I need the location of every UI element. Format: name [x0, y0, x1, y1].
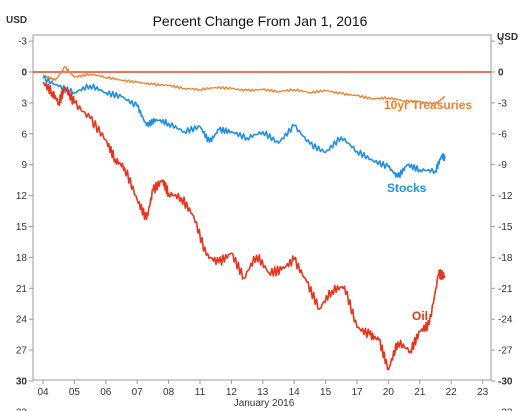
x-tick-label: 20 — [383, 387, 395, 398]
x-tick-label: 06 — [100, 387, 112, 398]
right-tick-label: -12 — [498, 191, 513, 202]
right-tick-label: -6 — [498, 129, 507, 140]
x-tick-label: 23 — [477, 387, 489, 398]
series-label-10yr-treasuries: 10yr Treasuries — [384, 98, 472, 112]
right-tick-label: -15 — [498, 222, 513, 233]
left-tick-label: 24 — [16, 315, 28, 326]
left-tick-label: 18 — [16, 253, 28, 264]
right-tick-label: -33 — [498, 407, 513, 411]
left-tick-label: 21 — [16, 284, 28, 295]
x-tick-label: 04 — [37, 387, 49, 398]
right-tick-label: 3 — [498, 37, 504, 48]
left-y-axis: -3 0 3 6 9 12 15 18 21 24 27 30 33 — [16, 37, 33, 411]
left-tick-label: 0 — [21, 68, 27, 79]
x-tick-label: 08 — [163, 387, 175, 398]
chart-title: Percent Change From Jan 1, 2016 — [153, 13, 368, 29]
left-tick-label: 30 — [16, 377, 28, 388]
series-labels: 10yr Treasuries Stocks Oil — [384, 98, 472, 323]
x-tick-label: 17 — [351, 387, 363, 398]
right-tick-label: -9 — [498, 160, 507, 171]
left-tick-label: 15 — [16, 222, 28, 233]
left-tick-label: 6 — [21, 129, 27, 140]
x-tick-label: 15 — [320, 387, 332, 398]
series-line-10yr-treasuries — [42, 66, 445, 106]
right-y-axis: 3 0 -3 -6 -9 -12 -15 -18 -21 -24 -27 -30 -33 — [491, 37, 513, 411]
right-tick-label: -27 — [498, 346, 513, 357]
series-lines — [42, 66, 446, 371]
right-tick-label: -3 — [498, 98, 507, 109]
right-tick-label: -21 — [498, 284, 513, 295]
series-label-oil: Oil — [412, 309, 428, 323]
right-tick-label: -18 — [498, 253, 513, 264]
series-line-stocks — [42, 75, 446, 178]
left-tick-label: 3 — [21, 98, 27, 109]
left-tick-label: 12 — [16, 191, 28, 202]
x-tick-label: 12 — [226, 387, 238, 398]
x-tick-label: 13 — [257, 387, 269, 398]
plot-area-border — [32, 34, 492, 381]
left-tick-label: 33 — [16, 407, 28, 411]
right-tick-label: -24 — [498, 315, 513, 326]
x-tick-label: 14 — [289, 387, 301, 398]
right-tick-label: 0 — [498, 68, 504, 79]
x-tick-label: 07 — [132, 387, 144, 398]
left-axis-unit: USD — [6, 15, 27, 26]
left-tick-label: -3 — [18, 37, 27, 48]
series-label-stocks: Stocks — [387, 181, 427, 195]
x-tick-label: 21 — [414, 387, 426, 398]
series-line-oil — [42, 81, 446, 371]
x-axis: 04 05 06 07 08 11 12 13 14 15 17 20 21 22 23 — [37, 380, 489, 398]
x-tick-label: 05 — [69, 387, 81, 398]
x-tick-label: 22 — [446, 387, 458, 398]
left-tick-label: 27 — [16, 346, 28, 357]
right-tick-label: -30 — [498, 377, 513, 388]
x-tick-label: 11 — [195, 387, 206, 398]
x-axis-title: January 2016 — [234, 398, 295, 409]
left-tick-label: 9 — [21, 160, 27, 171]
right-axis-unit: USD — [497, 32, 518, 43]
